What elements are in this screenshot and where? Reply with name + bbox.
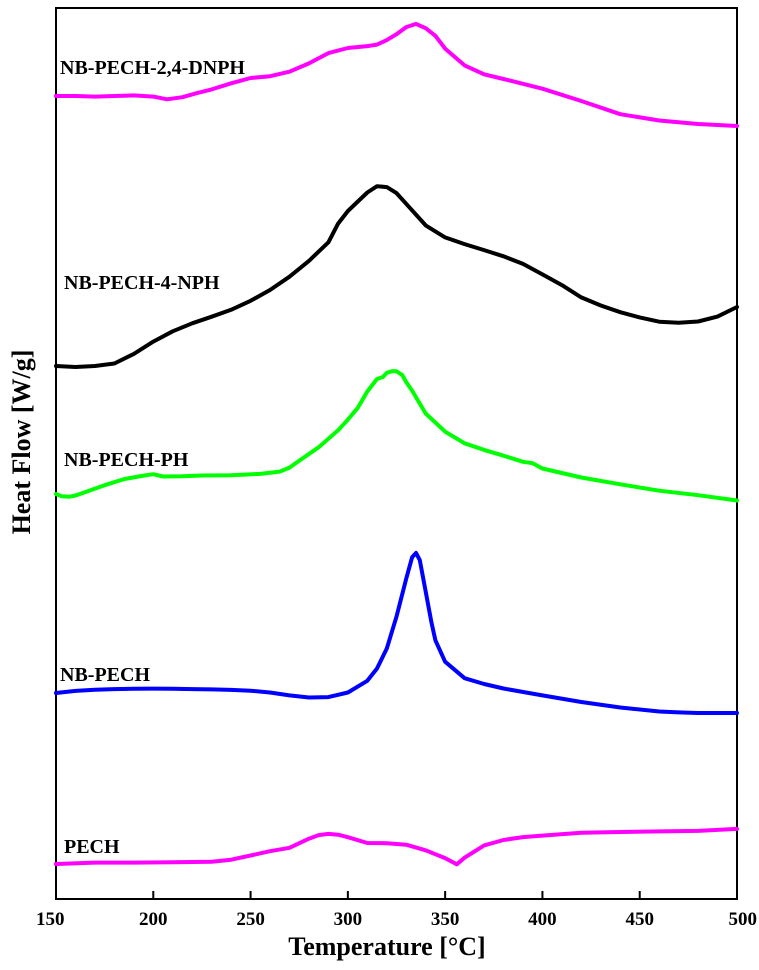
series-line-pech <box>54 826 739 867</box>
series-group <box>54 21 739 867</box>
series-line-nb-pech-ph <box>54 369 739 503</box>
plot-frame <box>55 7 738 900</box>
x-tick-label: 200 <box>139 909 168 930</box>
x-tick-label: 150 <box>36 909 65 930</box>
series-line-nb-pech <box>54 550 739 715</box>
series-label: PECH <box>64 836 120 858</box>
series-line-nb-pech-2-4-dnph <box>54 21 739 128</box>
x-tick-label: 300 <box>334 909 363 930</box>
x-tick-label: 500 <box>729 909 758 930</box>
series-labels: NB-PECH-2,4-DNPH NB-PECH-4-NPH NB-PECH-PH N… <box>60 57 245 858</box>
series-label: NB-PECH <box>60 664 150 686</box>
series-line-nb-pech-4-nph <box>54 184 739 369</box>
x-tick-label: 350 <box>431 909 460 930</box>
x-tick-label: 250 <box>236 909 265 930</box>
x-tick-label: 450 <box>625 909 654 930</box>
series-label: NB-PECH-2,4-DNPH <box>60 57 245 79</box>
plot-area-border <box>55 7 738 900</box>
y-axis-title: Heat Flow [W/g] <box>7 350 36 535</box>
x-axis-title: Temperature [°C] <box>288 932 485 961</box>
series-label: NB-PECH-4-NPH <box>64 272 220 294</box>
x-tick-label: 400 <box>528 909 557 930</box>
x-axis: 150 200 250 300 350 400 450 500 <box>36 891 757 930</box>
series-label: NB-PECH-PH <box>64 449 189 471</box>
